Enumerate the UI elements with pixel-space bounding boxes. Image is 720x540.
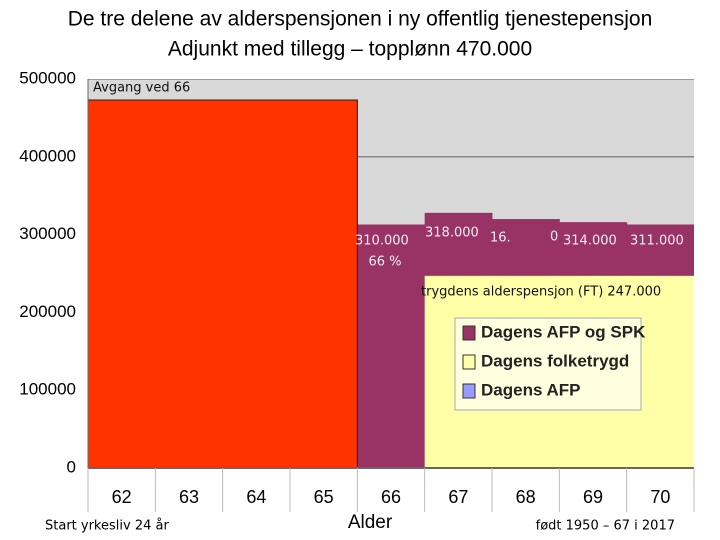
y-tick-label: 200000: [19, 302, 76, 321]
bar: [357, 224, 426, 468]
annotation: 318.000: [425, 226, 479, 241]
annotation: 66 %: [368, 255, 401, 270]
bar: [222, 100, 291, 468]
bar: [155, 100, 224, 468]
annotation: 314.000: [563, 234, 617, 249]
footer-left: Start yrkesliv 24 år: [45, 519, 169, 534]
x-tick-label: 68: [516, 487, 536, 507]
legend: Dagens AFP og SPK Dagens folketrygd Dagens…: [454, 317, 646, 411]
annotation: Avgang ved 66: [93, 81, 190, 96]
legend-swatch: [462, 354, 476, 370]
x-tick-label: 62: [112, 487, 132, 507]
x-tick-label: 70: [650, 487, 670, 507]
x-tick-label: 63: [179, 487, 199, 507]
legend-swatch: [462, 325, 476, 341]
x-tick-label: 65: [314, 487, 334, 507]
legend-label: Dagens AFP og SPK: [481, 322, 646, 341]
annotation: trygdens alderspensjon (FT) 247.000: [421, 285, 661, 300]
chart-title: De tre delene av alderspensjonen i ny of…: [68, 8, 653, 31]
chart-subtitle: Adjunkt med tillegg – topplønn 470.000: [168, 38, 532, 61]
footer-right: født 1950 – 67 i 2017: [536, 519, 675, 534]
annotation: 16.: [490, 231, 511, 246]
legend-swatch: [462, 383, 476, 399]
annotation: 311.000: [630, 234, 684, 249]
x-tick-label: 67: [448, 487, 468, 507]
legend-box: [454, 317, 642, 411]
legend-label: Dagens folketrygd: [481, 351, 629, 370]
y-tick-label: 300000: [19, 224, 76, 243]
bar: [290, 100, 358, 468]
y-tick-label: 500000: [19, 68, 76, 87]
y-tick-label: 400000: [19, 146, 76, 165]
x-axis-label: Alder: [348, 512, 393, 533]
y-tick-label: 0: [67, 457, 76, 476]
x-tick-label: 64: [246, 487, 266, 507]
y-tick-label: 100000: [19, 380, 76, 399]
x-tick-label: 69: [583, 487, 603, 507]
legend-label: Dagens AFP: [481, 380, 581, 399]
x-tick-label: 66: [381, 487, 401, 507]
annotation: 310.000: [355, 234, 409, 249]
bar: [88, 100, 156, 468]
annotation: 0: [550, 230, 558, 245]
